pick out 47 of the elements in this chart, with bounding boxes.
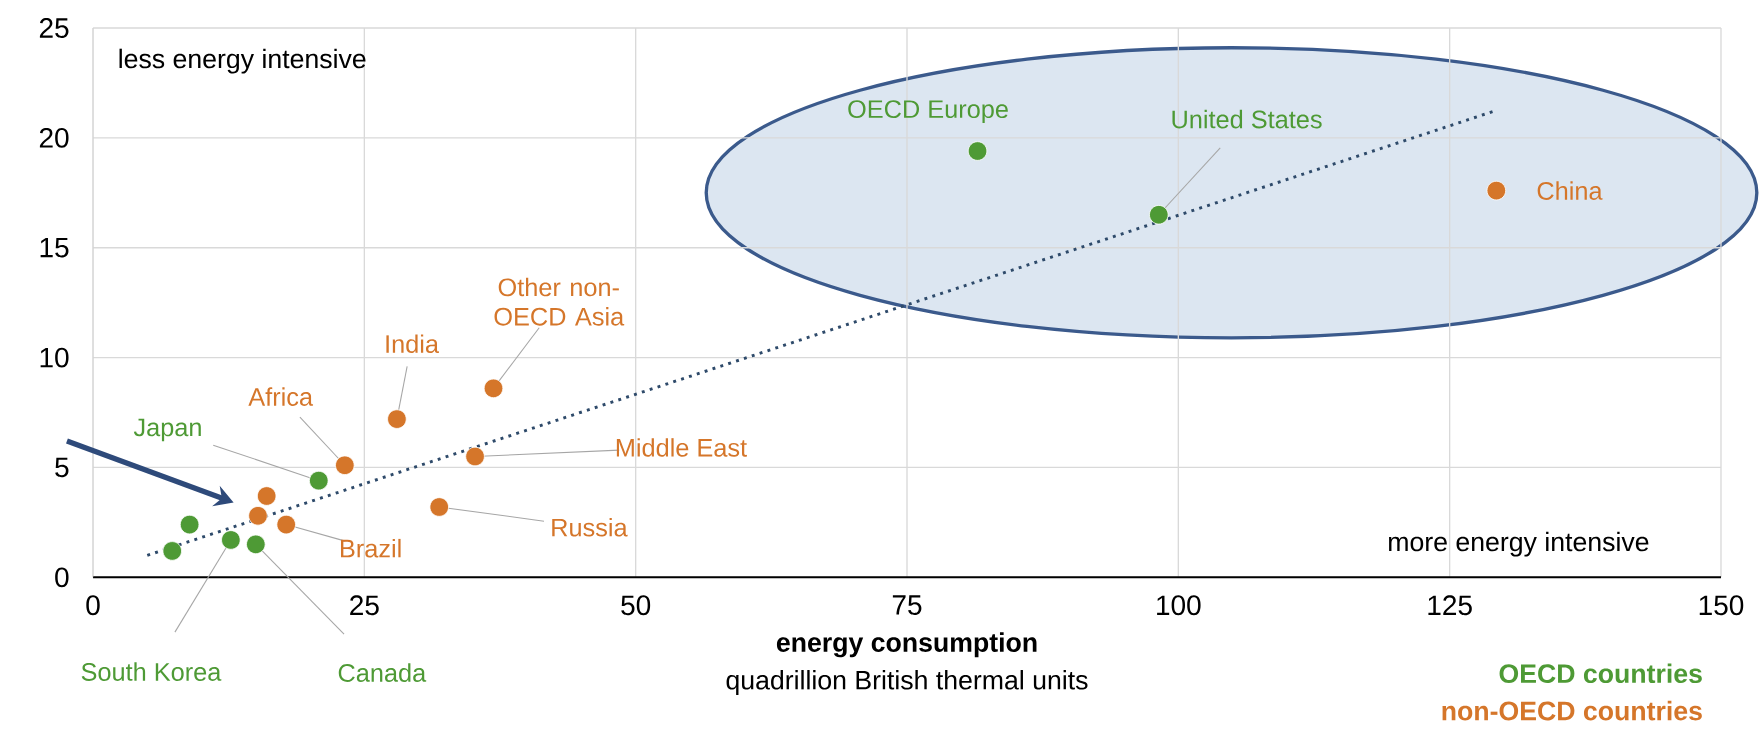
x-axis-title: energy consumption: [776, 632, 1037, 658]
point: [387, 409, 407, 429]
annotation: Africa: [248, 387, 314, 406]
y-tick-label: 25: [39, 17, 69, 38]
text: non-OECD countries: [1442, 700, 1702, 721]
x-tick-label: 75: [892, 595, 922, 615]
annotation: Other non-OECD Asia: [494, 277, 625, 326]
point: [221, 530, 241, 550]
x-tick-label: 150: [1699, 595, 1744, 616]
x-tick-label: 50: [621, 595, 651, 616]
annotation: Russia: [552, 517, 628, 537]
y-tick-label: 0: [55, 567, 69, 588]
annotation: Japan: [133, 418, 201, 442]
x-tick-label: 100: [1157, 595, 1201, 616]
annotation: China: [1537, 181, 1603, 200]
point: [335, 455, 355, 475]
point: [309, 470, 329, 491]
annotation: United States: [1172, 109, 1322, 129]
point: [256, 486, 277, 506]
point: [429, 497, 449, 517]
text: quadrillion British thermal units: [726, 669, 1088, 695]
text: OECD countries: [1499, 663, 1702, 683]
point: [162, 541, 182, 561]
point: [1486, 180, 1507, 201]
point: [465, 446, 485, 467]
point: [276, 514, 296, 535]
y-tick-label: 15: [40, 237, 69, 258]
annotation: Middle East: [616, 438, 747, 457]
point: [967, 141, 988, 161]
point: [483, 378, 504, 398]
annotation: OECD Europe: [848, 100, 1008, 123]
annotation: South Korea: [81, 662, 222, 681]
annotation: less energy intensive: [119, 48, 366, 74]
annotation: India: [386, 334, 439, 353]
point: [248, 505, 268, 526]
x-tick-label: 125: [1428, 595, 1472, 616]
point: [179, 514, 200, 535]
x-tick-label: 0: [86, 595, 100, 616]
y-tick-label: 5: [55, 457, 69, 478]
x-tick-label: 25: [350, 595, 379, 616]
annotation: Canada: [338, 663, 427, 682]
annotation: more energy intensive: [1389, 531, 1649, 557]
y-tick-label: 10: [40, 347, 69, 368]
point: [1149, 204, 1169, 225]
annotation: Brazil: [341, 538, 401, 558]
point: [246, 534, 266, 554]
y-tick-label: 20: [39, 127, 69, 148]
